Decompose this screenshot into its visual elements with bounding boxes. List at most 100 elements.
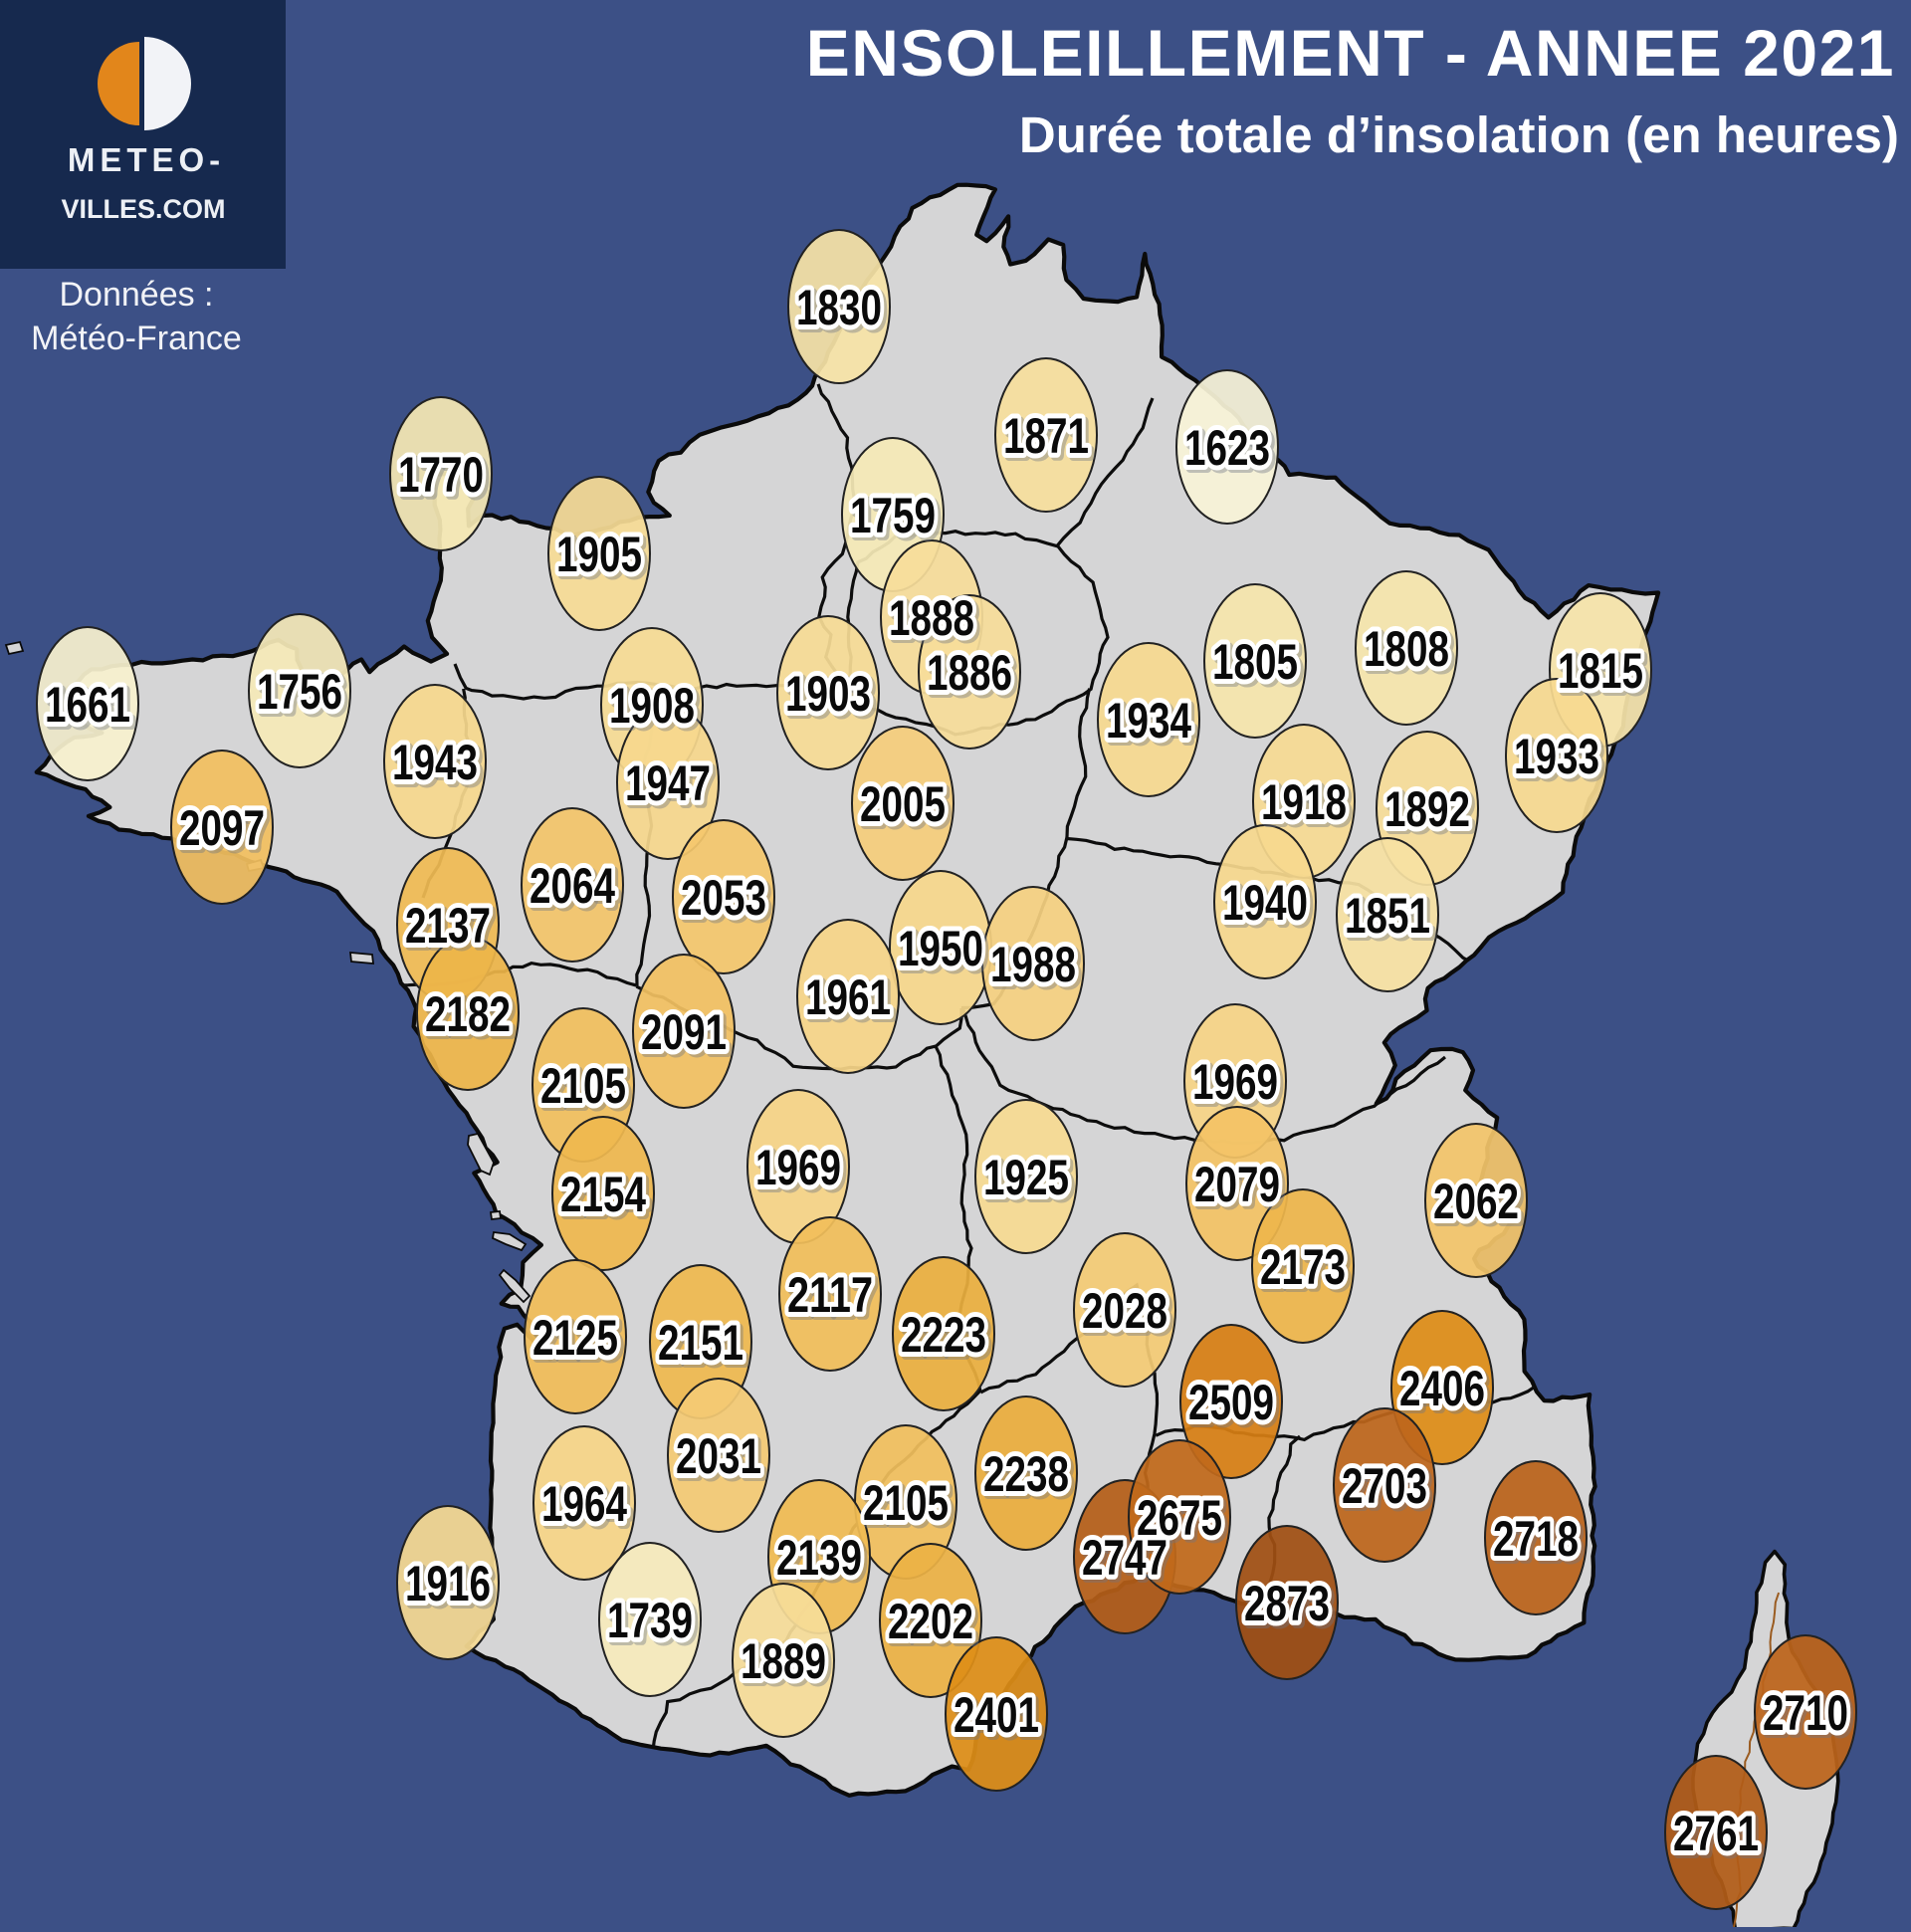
svg-text:1964: 1964 [541,1476,627,1532]
svg-text:1908: 1908 [609,678,695,734]
svg-text:1892: 1892 [1387,784,1473,840]
svg-text:1950: 1950 [898,921,983,976]
svg-text:1988: 1988 [993,940,1079,995]
svg-text:1661: 1661 [48,680,133,736]
svg-text:2238: 2238 [986,1449,1072,1505]
svg-text:1889: 1889 [743,1636,829,1692]
svg-text:1871: 1871 [1003,408,1089,464]
svg-text:1940: 1940 [1225,878,1311,934]
svg-text:2031: 2031 [679,1431,764,1487]
svg-text:1759: 1759 [850,488,936,543]
svg-text:1886: 1886 [930,648,1015,704]
svg-text:2173: 2173 [1263,1242,1349,1298]
svg-text:2105: 2105 [866,1478,952,1534]
svg-text:2079: 2079 [1197,1160,1283,1215]
svg-text:2028: 2028 [1082,1283,1168,1339]
svg-text:1943: 1943 [392,735,478,790]
svg-text:2005: 2005 [863,779,949,835]
svg-text:2079: 2079 [1194,1157,1280,1212]
svg-text:2401: 2401 [954,1687,1039,1743]
svg-text:2117: 2117 [787,1267,873,1323]
svg-text:2406: 2406 [1402,1364,1488,1419]
svg-text:2747: 2747 [1082,1530,1168,1586]
svg-text:2703: 2703 [1342,1458,1427,1514]
svg-text:2137: 2137 [405,898,491,954]
svg-text:1830: 1830 [799,283,885,338]
svg-text:2105: 2105 [543,1061,629,1117]
svg-text:1770: 1770 [398,447,484,503]
svg-text:2139: 2139 [776,1530,862,1586]
svg-text:2873: 2873 [1247,1579,1333,1634]
svg-text:2062: 2062 [1433,1174,1519,1229]
svg-text:2053: 2053 [684,873,769,929]
svg-text:1916: 1916 [405,1556,491,1611]
svg-text:2238: 2238 [983,1446,1069,1502]
svg-text:1905: 1905 [556,527,642,582]
svg-text:2105: 2105 [863,1475,949,1531]
svg-text:1903: 1903 [788,669,874,725]
svg-text:2064: 2064 [532,861,618,917]
svg-text:1903: 1903 [785,666,871,722]
svg-text:2173: 2173 [1260,1239,1346,1295]
svg-text:2182: 2182 [425,986,511,1042]
svg-text:2509: 2509 [1188,1375,1274,1430]
svg-text:2064: 2064 [530,858,615,914]
svg-text:1851: 1851 [1345,888,1430,944]
svg-text:1808: 1808 [1364,621,1449,677]
svg-text:1805: 1805 [1215,637,1301,693]
svg-text:2675: 2675 [1137,1490,1222,1546]
svg-text:1961: 1961 [805,969,891,1025]
svg-text:1988: 1988 [990,937,1076,992]
svg-text:2202: 2202 [888,1594,973,1649]
svg-text:Météo-France: Météo-France [31,320,242,357]
svg-text:1933: 1933 [1517,732,1602,787]
svg-text:2062: 2062 [1436,1177,1522,1232]
svg-text:2139: 2139 [779,1533,865,1589]
svg-text:ENSOLEILLEMENT - ANNEE 2021: ENSOLEILLEMENT - ANNEE 2021 [806,16,1895,90]
svg-text:2117: 2117 [790,1270,876,1326]
svg-text:2154: 2154 [563,1170,649,1225]
svg-text:1908: 1908 [612,681,698,737]
svg-text:1964: 1964 [544,1479,630,1535]
svg-text:2005: 2005 [860,776,946,832]
svg-text:2182: 2182 [428,989,514,1045]
svg-text:1969: 1969 [1195,1057,1281,1113]
svg-text:1739: 1739 [607,1593,693,1648]
svg-text:1888: 1888 [889,590,974,646]
svg-text:2675: 2675 [1140,1493,1225,1549]
svg-text:2151: 2151 [661,1318,746,1374]
svg-text:1623: 1623 [1184,420,1270,476]
svg-text:1925: 1925 [986,1153,1072,1208]
svg-text:2401: 2401 [956,1690,1042,1746]
svg-text:1934: 1934 [1106,693,1191,749]
svg-text:2223: 2223 [904,1310,989,1366]
svg-text:2125: 2125 [535,1313,621,1369]
svg-text:1623: 1623 [1187,423,1273,479]
svg-text:Données :: Données : [60,276,214,314]
svg-text:1933: 1933 [1514,729,1599,784]
svg-text:1756: 1756 [260,667,345,723]
svg-text:2151: 2151 [658,1315,743,1371]
svg-text:2710: 2710 [1763,1685,1848,1741]
svg-text:2091: 2091 [641,1004,727,1060]
svg-text:1943: 1943 [395,738,481,793]
svg-text:1918: 1918 [1261,774,1347,830]
svg-text:1888: 1888 [892,593,977,649]
svg-text:2718: 2718 [1493,1511,1579,1567]
svg-text:1756: 1756 [257,664,342,720]
svg-text:2223: 2223 [901,1307,986,1363]
svg-text:VILLES.COM: VILLES.COM [61,194,225,224]
svg-text:1739: 1739 [610,1596,696,1651]
svg-text:1950: 1950 [901,924,986,979]
svg-text:1947: 1947 [625,755,711,811]
svg-text:2031: 2031 [676,1428,761,1484]
svg-text:1661: 1661 [45,677,130,733]
svg-text:1815: 1815 [1558,643,1643,699]
svg-text:1940: 1940 [1222,875,1308,931]
svg-text:2154: 2154 [560,1167,646,1222]
svg-text:2097: 2097 [182,803,268,859]
svg-text:1889: 1889 [741,1633,826,1689]
svg-text:METEO-: METEO- [68,141,225,178]
svg-text:2028: 2028 [1085,1286,1170,1342]
svg-text:2761: 2761 [1673,1806,1759,1861]
